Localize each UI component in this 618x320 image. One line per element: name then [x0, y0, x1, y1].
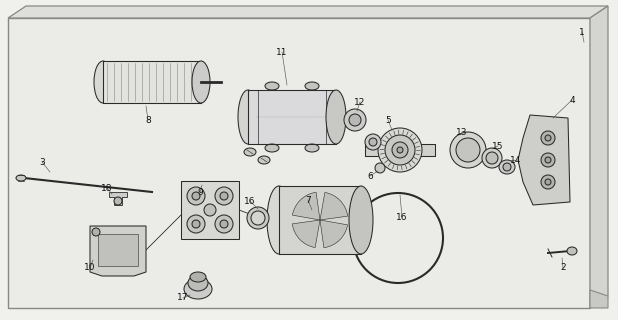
Bar	[279, 186, 361, 254]
Text: 1: 1	[579, 28, 585, 36]
Ellipse shape	[503, 163, 511, 171]
Ellipse shape	[541, 131, 555, 145]
Ellipse shape	[482, 148, 502, 168]
Ellipse shape	[369, 138, 377, 146]
Ellipse shape	[192, 192, 200, 200]
Ellipse shape	[192, 220, 200, 228]
Polygon shape	[518, 115, 570, 205]
Ellipse shape	[267, 186, 291, 254]
Ellipse shape	[385, 135, 415, 165]
Ellipse shape	[499, 160, 515, 174]
Ellipse shape	[220, 220, 228, 228]
Ellipse shape	[392, 142, 408, 158]
Ellipse shape	[541, 175, 555, 189]
Bar	[181, 181, 239, 239]
Bar	[256, 213, 263, 220]
Polygon shape	[8, 6, 608, 18]
Ellipse shape	[192, 61, 210, 103]
Text: 16: 16	[396, 212, 408, 221]
Ellipse shape	[456, 138, 480, 162]
Text: 14: 14	[510, 156, 522, 164]
Text: 8: 8	[145, 116, 151, 124]
Text: 7: 7	[305, 196, 311, 204]
Ellipse shape	[450, 132, 486, 168]
Ellipse shape	[397, 147, 403, 153]
Ellipse shape	[238, 90, 258, 144]
Ellipse shape	[188, 275, 208, 291]
Ellipse shape	[545, 135, 551, 141]
Bar	[248, 90, 336, 144]
Ellipse shape	[215, 215, 233, 233]
Text: 15: 15	[493, 141, 504, 150]
Text: 5: 5	[385, 116, 391, 124]
Ellipse shape	[365, 134, 381, 150]
Ellipse shape	[184, 279, 212, 299]
Text: 2: 2	[560, 263, 566, 273]
Text: 3: 3	[39, 157, 45, 166]
Ellipse shape	[114, 197, 122, 205]
Polygon shape	[98, 234, 138, 266]
Ellipse shape	[349, 186, 373, 254]
Text: 4: 4	[569, 95, 575, 105]
Bar	[365, 144, 435, 156]
Text: 12: 12	[354, 98, 366, 107]
Ellipse shape	[251, 211, 265, 225]
Ellipse shape	[541, 153, 555, 167]
Ellipse shape	[190, 272, 206, 282]
Ellipse shape	[204, 204, 216, 216]
Ellipse shape	[187, 187, 205, 205]
Ellipse shape	[220, 192, 228, 200]
Text: 9: 9	[197, 188, 203, 196]
Ellipse shape	[92, 228, 100, 236]
Ellipse shape	[265, 144, 279, 152]
Text: 13: 13	[456, 127, 468, 137]
Wedge shape	[292, 220, 320, 248]
Polygon shape	[590, 290, 608, 308]
Ellipse shape	[305, 144, 319, 152]
Wedge shape	[320, 220, 347, 248]
Polygon shape	[90, 226, 146, 276]
Ellipse shape	[486, 152, 498, 164]
Text: 11: 11	[276, 47, 288, 57]
Text: 10: 10	[84, 263, 96, 273]
Ellipse shape	[187, 215, 205, 233]
Ellipse shape	[305, 82, 319, 90]
Ellipse shape	[193, 70, 201, 93]
Polygon shape	[109, 192, 127, 205]
Ellipse shape	[244, 148, 256, 156]
Ellipse shape	[326, 90, 346, 144]
Ellipse shape	[545, 157, 551, 163]
Ellipse shape	[567, 247, 577, 255]
Ellipse shape	[247, 207, 269, 229]
Ellipse shape	[349, 114, 361, 126]
Ellipse shape	[258, 156, 270, 164]
Ellipse shape	[378, 128, 422, 172]
Ellipse shape	[545, 179, 551, 185]
Wedge shape	[320, 192, 348, 220]
Text: 6: 6	[367, 172, 373, 180]
Text: 16: 16	[244, 196, 256, 205]
Ellipse shape	[94, 61, 112, 103]
Text: 17: 17	[177, 293, 188, 302]
Ellipse shape	[215, 187, 233, 205]
Ellipse shape	[344, 109, 366, 131]
Ellipse shape	[265, 82, 279, 90]
Text: 18: 18	[101, 183, 112, 193]
Bar	[103, 61, 201, 103]
Ellipse shape	[16, 175, 26, 181]
Polygon shape	[590, 6, 608, 308]
Ellipse shape	[375, 163, 385, 173]
Wedge shape	[292, 192, 320, 220]
